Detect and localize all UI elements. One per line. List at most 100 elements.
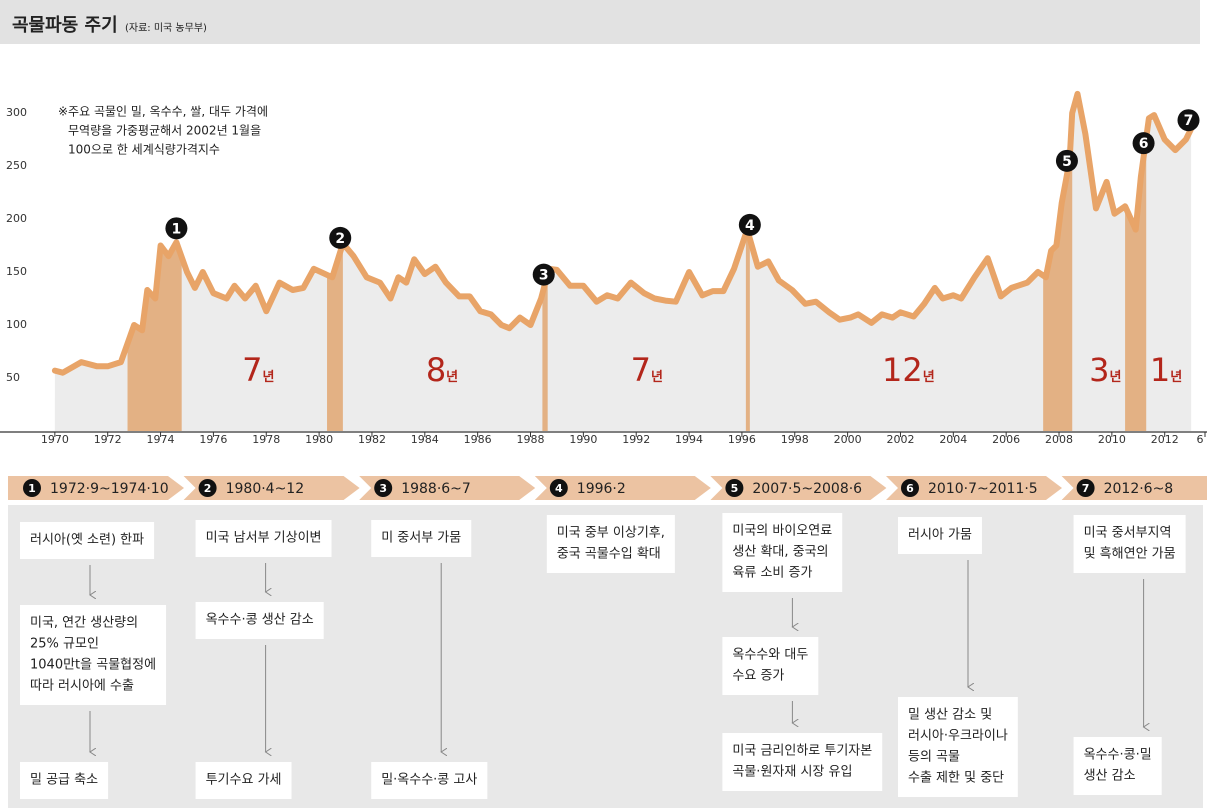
cycle-marker-label: 3 [539, 268, 549, 284]
duration-unit: 년 [923, 370, 935, 385]
x-tick-label: 1978 [252, 433, 280, 446]
cause-text: 밀 생산 감소 및 [908, 708, 992, 723]
x-tick-label: 1988 [517, 433, 545, 446]
cycle-marker [1132, 132, 1155, 155]
cause-text: 따라 러시아에 수출 [30, 679, 134, 694]
x-tick-label: 1986 [464, 433, 492, 446]
area [54, 93, 1192, 432]
duration-number: 3 [1089, 351, 1109, 389]
cause-box [898, 697, 1018, 797]
cause-box [1073, 737, 1162, 795]
period-marker-label: 6 [906, 482, 914, 495]
duration-number: 8 [426, 351, 446, 389]
cause-box [20, 605, 167, 705]
duration-unit: 년 [446, 370, 458, 385]
period-chevron [8, 476, 184, 500]
cause-text: 옥수수와 대두 [732, 648, 808, 663]
duration-unit: 년 [1109, 370, 1121, 385]
period-chevron [183, 476, 360, 500]
x-tick-label: 2012 [1151, 433, 1179, 446]
duration-unit: 년 [651, 370, 663, 385]
price-line [51, 90, 1195, 376]
x-tick-label: 2008 [1045, 433, 1073, 446]
cause-box [546, 515, 675, 573]
title-bar [0, 0, 1200, 44]
cause-text: 투기수요 가세 [206, 773, 282, 788]
period-marker-label: 5 [731, 482, 739, 495]
duration-label: 7년 [631, 351, 663, 389]
cause-box [371, 762, 488, 799]
note-line: 무역량을 가중평균해서 2002년 1월을 [68, 124, 261, 138]
x-tick-label: 2000 [834, 433, 862, 446]
period-label: 1988·6~7 [401, 481, 471, 497]
period-label: 2010·7~2011·5 [928, 481, 1038, 497]
duration-number: 1 [1150, 351, 1170, 389]
y-tick-label: 100 [6, 318, 27, 331]
cause-box [898, 517, 982, 554]
note-line: 100으로 한 세계식량가격지수 [68, 143, 220, 157]
x-tick-label: 2004 [939, 433, 967, 446]
x-tick-label: 1994 [675, 433, 703, 446]
duration-label: 12년 [882, 351, 935, 389]
cycle-marker-label: 1 [172, 221, 182, 237]
duration-label: 3년 [1089, 351, 1121, 389]
cause-text: 밀·옥수수·콩 고사 [381, 773, 477, 788]
cycle-marker [1177, 109, 1200, 132]
duration-label: 8년 [426, 351, 458, 389]
cause-box [722, 733, 883, 791]
cause-text: 미국 남서부 기상이변 [206, 531, 322, 546]
cause-text: 러시아·우크라이나 [908, 729, 1008, 744]
duration-unit: 년 [1170, 370, 1182, 385]
y-tick-label: 200 [6, 212, 27, 225]
y-tick-label: 150 [6, 265, 27, 278]
cause-box [1073, 515, 1186, 573]
x-tick-label: 2002 [886, 433, 914, 446]
cause-box [20, 522, 155, 559]
period-marker-label: 7 [1082, 482, 1090, 495]
period-marker [901, 479, 919, 497]
period-marker [1076, 479, 1095, 497]
cause-text: 미국, 연간 생산량의 [30, 616, 138, 631]
note-line: ※주요 곡물인 밀, 옥수수, 쌀, 대두 가격에 [58, 105, 268, 119]
y-tick-label: 250 [6, 159, 27, 172]
duration-number: 12 [882, 351, 923, 389]
x-tick-label: 1972 [94, 433, 122, 446]
crisis-span [745, 93, 750, 432]
cause-text: 미국 중서부지역 [1084, 526, 1172, 541]
duration-number: 7 [242, 351, 262, 389]
cause-box [195, 762, 292, 799]
cycle-marker-label: 6 [1139, 136, 1149, 152]
cause-text: 옥수수·콩·밀 [1084, 748, 1152, 763]
title: 곡물파동 주기 [12, 15, 118, 36]
cycle-marker-label: 7 [1184, 113, 1194, 129]
period-marker [198, 479, 217, 497]
cause-text: 미 중서부 가뭄 [381, 531, 461, 546]
x-tick-label: 6 [1197, 433, 1204, 446]
crisis-span [1043, 93, 1073, 432]
x-tick-label: 1982 [358, 433, 386, 446]
duration-number: 7 [631, 351, 651, 389]
period-marker-label: 1 [28, 482, 36, 495]
crisis-span [1125, 93, 1147, 432]
cause-text: 등의 곡물 [908, 750, 960, 765]
period-marker [374, 479, 393, 497]
cycle-marker [329, 226, 352, 249]
cause-text: 1040만t을 곡물협정에 [30, 658, 156, 673]
cause-text: 밀 공급 축소 [30, 773, 98, 788]
cause-text: 옥수수·콩 생산 감소 [206, 613, 314, 628]
cycle-marker [165, 217, 188, 240]
y-tick-label: 300 [6, 106, 27, 119]
period-marker-label: 4 [555, 482, 563, 495]
cycle-marker [532, 263, 555, 286]
period-label: 2007·5~2008·6 [752, 481, 862, 497]
period-chevron [534, 476, 711, 500]
cause-text: 수요 증가 [732, 669, 784, 684]
cycle-marker-label: 2 [335, 231, 345, 247]
cause-box [722, 637, 819, 695]
period-marker-label: 2 [204, 482, 212, 495]
x-tick-label: 1984 [411, 433, 439, 446]
cause-text: 중국 곡물수입 확대 [557, 547, 661, 562]
period-marker [725, 479, 744, 497]
duration-label: 7년 [242, 351, 274, 389]
